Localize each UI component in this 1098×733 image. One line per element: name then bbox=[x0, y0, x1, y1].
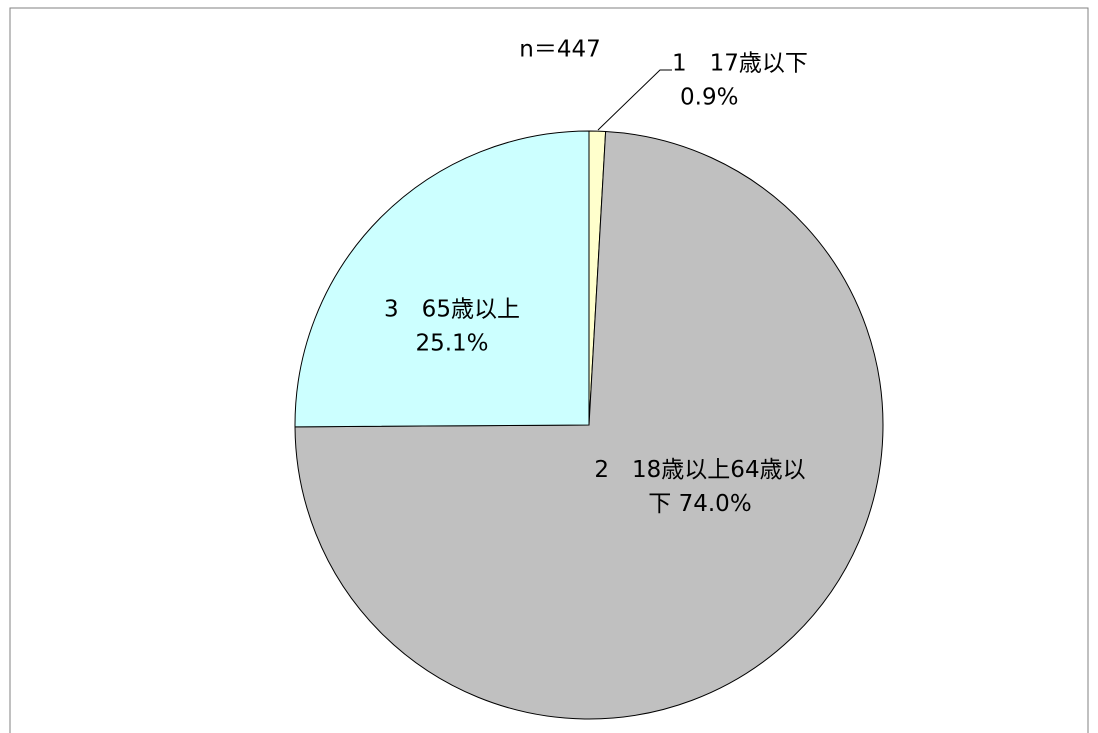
annotation: n＝447 bbox=[519, 37, 600, 63]
pie-slice bbox=[294, 130, 590, 428]
slice-value-label: 0.9% bbox=[680, 85, 738, 111]
slice-label: 3 65歳以上 bbox=[384, 297, 520, 323]
slice-label-box: 2 18歳以上64歳以下 74.0% bbox=[590, 453, 810, 521]
slice-label: 1 17歳以下 bbox=[672, 51, 808, 77]
chart-frame bbox=[9, 7, 1089, 733]
slice-label: 2 18歳以上64歳以下 bbox=[594, 457, 806, 517]
slice-value-label: 74.0% bbox=[678, 491, 752, 517]
leader-line bbox=[597, 69, 672, 131]
slice-value-label: 25.1% bbox=[415, 331, 488, 357]
